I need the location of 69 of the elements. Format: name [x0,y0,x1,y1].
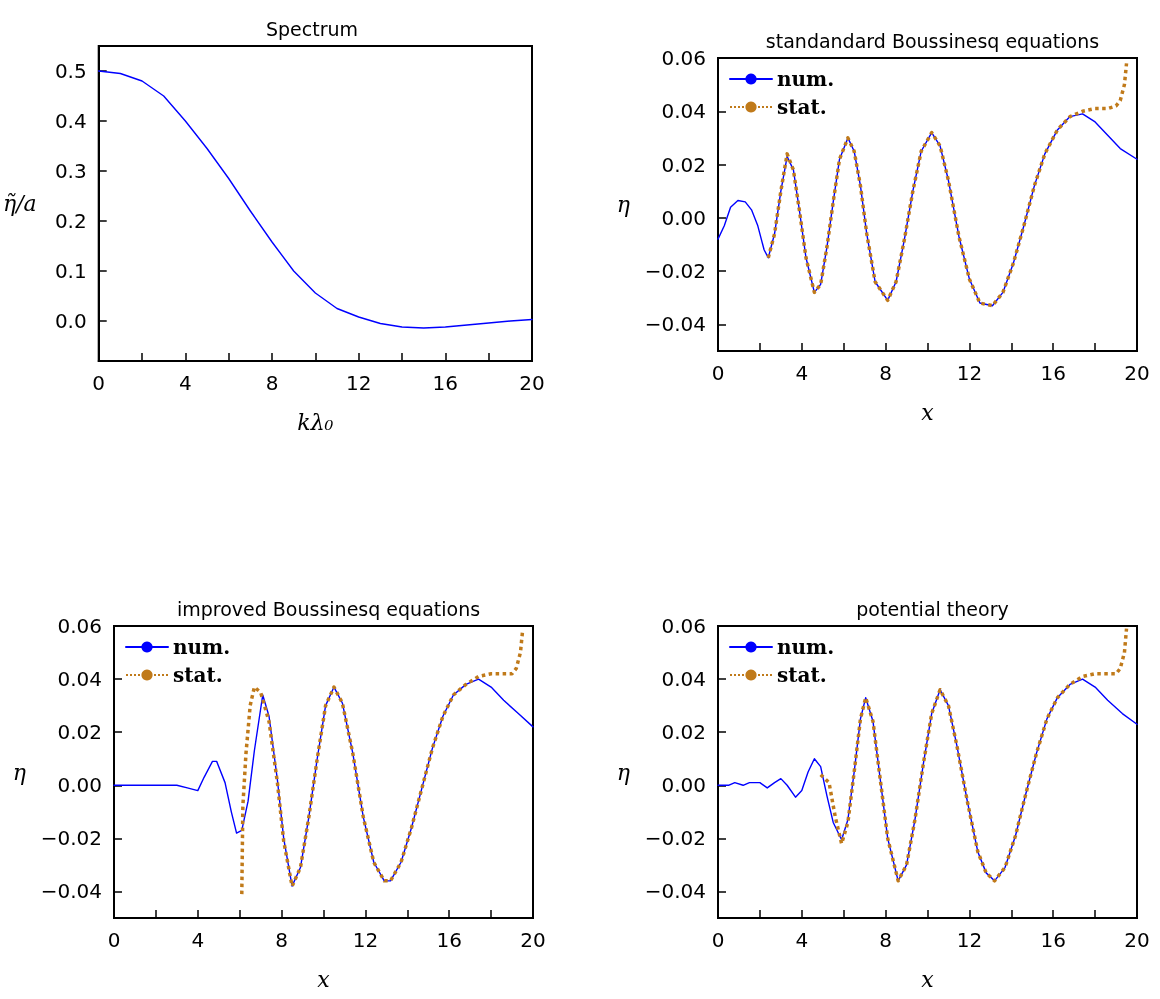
y-tick-label: −0.02 [644,259,706,284]
y-tick-label: 0.02 [661,152,706,177]
y-tick-label: 0.04 [661,99,706,124]
legend-label: stat. [777,95,827,119]
y-tick-label: 0.4 [54,109,87,133]
x-tick-label: 0 [107,928,121,952]
y-tick-label: 0.04 [57,667,102,692]
x-tick-label: 4 [795,361,809,385]
x-axis-title: kλ₀ [297,409,334,435]
legend-label: num. [173,635,231,659]
y-tick-label: 0.06 [57,614,102,638]
chart-title: Spectrum [265,17,359,40]
x-tick-label: 8 [879,928,892,952]
x-tick-label: 12 [352,928,379,952]
y-tick-label: 0.5 [54,59,87,83]
y-axis-title: η̃/a [2,191,37,216]
chart-title: potential theory [856,597,1009,620]
y-tick-label: −0.04 [644,312,706,337]
x-tick-label: 8 [879,361,892,385]
legend-label: num. [777,635,835,659]
y-tick-label: 0.06 [661,46,706,70]
y-tick-label: 0.00 [661,773,706,798]
legend-label: num. [777,67,835,91]
chart-title: standandard Boussinesq equations [765,29,1100,52]
y-axis-title: η [616,192,630,217]
x-tick-label: 12 [345,371,372,395]
chart-title: improved Boussinesq equations [176,597,481,620]
line-series [766,61,1129,308]
x-tick-label: 0 [92,371,106,395]
x-tick-label: 16 [432,371,459,395]
x-axis-title: x [921,966,935,992]
y-tick-label: −0.02 [644,826,706,851]
y-tick-label: −0.04 [644,879,706,904]
x-tick-label: 16 [1040,361,1066,385]
y-tick-label: 0.3 [54,159,87,183]
x-tick-label: 16 [436,928,462,952]
x-tick-label: 8 [275,928,288,952]
legend-label: stat. [173,663,223,687]
y-tick-label: −0.02 [40,826,102,851]
y-tick-label: 0.02 [661,720,706,745]
line-series [717,113,1138,307]
y-axis-title: η [12,759,26,785]
y-tick-label: 0.06 [661,614,706,638]
y-tick-label: 0.00 [661,205,706,230]
x-tick-label: 16 [1040,928,1066,952]
y-tick-label: 0.2 [54,209,87,233]
x-tick-label: 4 [795,928,809,952]
line-series [98,70,533,329]
x-tick-label: 12 [956,928,983,952]
y-tick-label: 0.02 [57,720,102,745]
y-axis-title: η [616,759,630,785]
x-axis-title: x [317,966,331,992]
x-tick-label: 0 [711,928,725,952]
x-tick-label: 4 [191,928,205,952]
x-tick-label: 4 [179,371,192,395]
x-tick-label: 20 [1124,928,1150,952]
x-tick-label: 20 [520,928,546,952]
x-tick-label: 8 [265,371,279,395]
x-tick-label: 20 [1124,361,1150,385]
y-tick-label: 0.00 [57,773,102,798]
x-tick-label: 12 [956,361,983,385]
y-tick-label: 0.04 [661,667,706,692]
y-tick-label: 0.1 [54,259,87,283]
x-tick-label: 20 [519,371,545,395]
x-tick-label: 0 [711,361,725,385]
x-axis-title: x [921,399,935,425]
legend-label: stat. [777,663,827,687]
y-tick-label: −0.04 [40,879,102,904]
y-tick-label: 0.0 [54,309,87,333]
